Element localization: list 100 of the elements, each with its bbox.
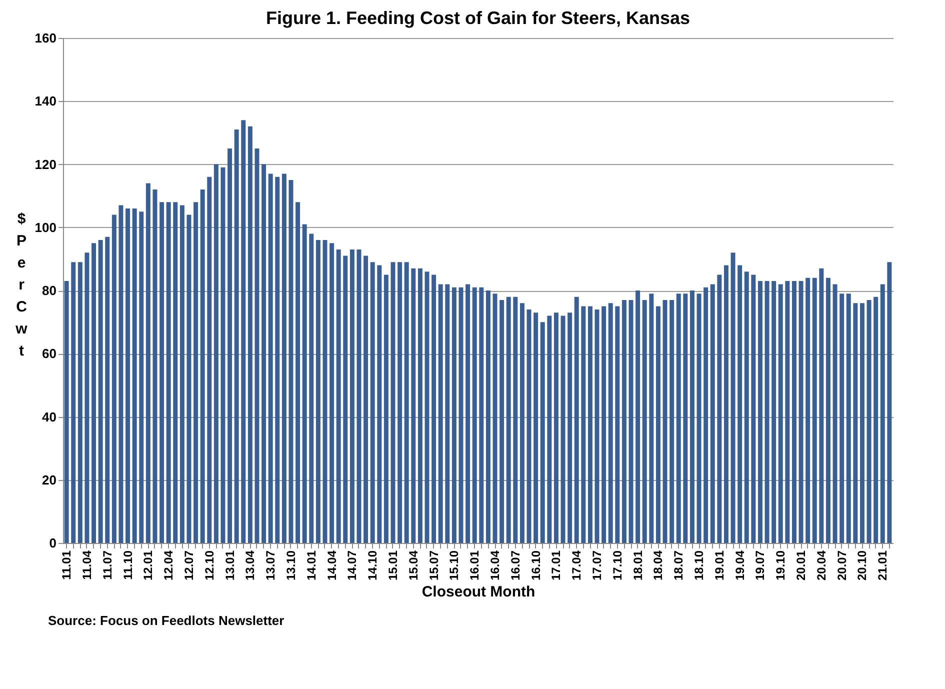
bar bbox=[832, 284, 838, 543]
y-tick-label: 60 bbox=[42, 346, 56, 362]
bar bbox=[254, 148, 260, 543]
bar bbox=[173, 202, 178, 543]
y-tick-label: 40 bbox=[42, 409, 56, 424]
bar bbox=[649, 294, 654, 543]
x-tick-label: 13.07 bbox=[264, 550, 278, 581]
x-tick-label: 13.10 bbox=[284, 550, 298, 581]
bar bbox=[656, 306, 660, 543]
x-tick-label: 13.01 bbox=[222, 550, 237, 581]
bar bbox=[628, 300, 634, 543]
x-tick-label: 18.07 bbox=[672, 550, 686, 581]
bar bbox=[853, 303, 858, 543]
bar bbox=[166, 202, 171, 543]
bar bbox=[424, 272, 430, 543]
bar bbox=[792, 281, 796, 543]
bar bbox=[492, 294, 498, 543]
bar bbox=[316, 240, 320, 543]
y-tick-label: 100 bbox=[34, 220, 56, 235]
bar bbox=[370, 262, 375, 543]
bar bbox=[806, 278, 810, 543]
x-tick-label: 20.07 bbox=[834, 550, 849, 581]
bar bbox=[296, 202, 300, 543]
bar bbox=[262, 164, 266, 543]
bar bbox=[608, 303, 613, 543]
bar bbox=[458, 287, 464, 543]
bar bbox=[887, 262, 892, 543]
bar bbox=[683, 294, 688, 543]
x-tick-label: 20.01 bbox=[794, 550, 808, 581]
bar bbox=[602, 306, 606, 543]
bar bbox=[248, 126, 252, 543]
x-tick-label: 16.10 bbox=[528, 550, 543, 581]
bar bbox=[322, 240, 328, 543]
bar bbox=[160, 202, 164, 543]
x-tick-label: 19.04 bbox=[732, 550, 747, 581]
bar bbox=[840, 294, 844, 543]
bar bbox=[330, 243, 334, 543]
x-tick-label: 11.10 bbox=[120, 550, 135, 580]
bar bbox=[364, 256, 368, 543]
bar bbox=[288, 180, 294, 543]
bar bbox=[105, 236, 110, 543]
bar bbox=[554, 312, 558, 543]
x-tick-label: 12.04 bbox=[162, 550, 176, 581]
bar bbox=[84, 252, 90, 543]
bar bbox=[622, 300, 626, 543]
x-tick-label: 12.07 bbox=[182, 550, 196, 581]
x-tick-label: 19.07 bbox=[753, 550, 768, 581]
bar bbox=[275, 176, 280, 543]
bar bbox=[704, 287, 708, 543]
bar bbox=[534, 312, 538, 543]
bar bbox=[880, 284, 885, 543]
bar bbox=[764, 281, 770, 543]
bar bbox=[64, 281, 69, 543]
bar bbox=[581, 306, 586, 543]
bar bbox=[588, 306, 592, 543]
bar bbox=[785, 281, 790, 543]
bar bbox=[846, 294, 851, 543]
bar bbox=[146, 183, 150, 543]
bar bbox=[356, 249, 362, 543]
y-axis-title: $ Per Cwt bbox=[14, 210, 28, 360]
bar bbox=[241, 120, 246, 543]
bar bbox=[220, 167, 226, 543]
x-tick-label: 15.10 bbox=[447, 550, 462, 581]
bar bbox=[819, 268, 824, 543]
bar bbox=[377, 265, 382, 543]
bar bbox=[710, 284, 715, 543]
bar bbox=[132, 208, 137, 543]
x-tick-label: 16.01 bbox=[468, 550, 482, 581]
bar bbox=[758, 281, 762, 543]
bar bbox=[384, 274, 388, 543]
bar bbox=[92, 243, 96, 543]
bar bbox=[404, 262, 409, 543]
x-tick-label: 18.01 bbox=[630, 550, 645, 581]
bar bbox=[560, 316, 566, 543]
x-tick-label: 14.07 bbox=[345, 550, 360, 581]
x-tick-label: 15.01 bbox=[386, 550, 400, 581]
bar bbox=[594, 309, 600, 543]
y-tick-label: 140 bbox=[34, 94, 56, 109]
x-tick-label: 11.07 bbox=[100, 550, 114, 580]
bar bbox=[309, 234, 314, 543]
bar bbox=[282, 174, 286, 543]
x-tick-label: 17.10 bbox=[610, 550, 624, 581]
x-tick-label: 19.10 bbox=[774, 550, 788, 581]
bar bbox=[180, 205, 184, 543]
y-tick-label: 0 bbox=[49, 536, 56, 550]
bar bbox=[71, 262, 76, 543]
x-tick-label: 17.07 bbox=[590, 550, 604, 581]
bar bbox=[500, 300, 504, 543]
x-tick-label: 16.07 bbox=[508, 550, 522, 581]
bar bbox=[696, 294, 702, 543]
bar bbox=[432, 274, 436, 543]
bar bbox=[78, 262, 82, 543]
bar bbox=[112, 214, 116, 543]
bar bbox=[798, 281, 804, 543]
bar bbox=[778, 284, 783, 543]
bar bbox=[194, 202, 198, 543]
bar bbox=[730, 252, 736, 543]
bar bbox=[418, 268, 422, 543]
y-tick-label: 160 bbox=[34, 30, 56, 46]
bar bbox=[486, 290, 490, 543]
